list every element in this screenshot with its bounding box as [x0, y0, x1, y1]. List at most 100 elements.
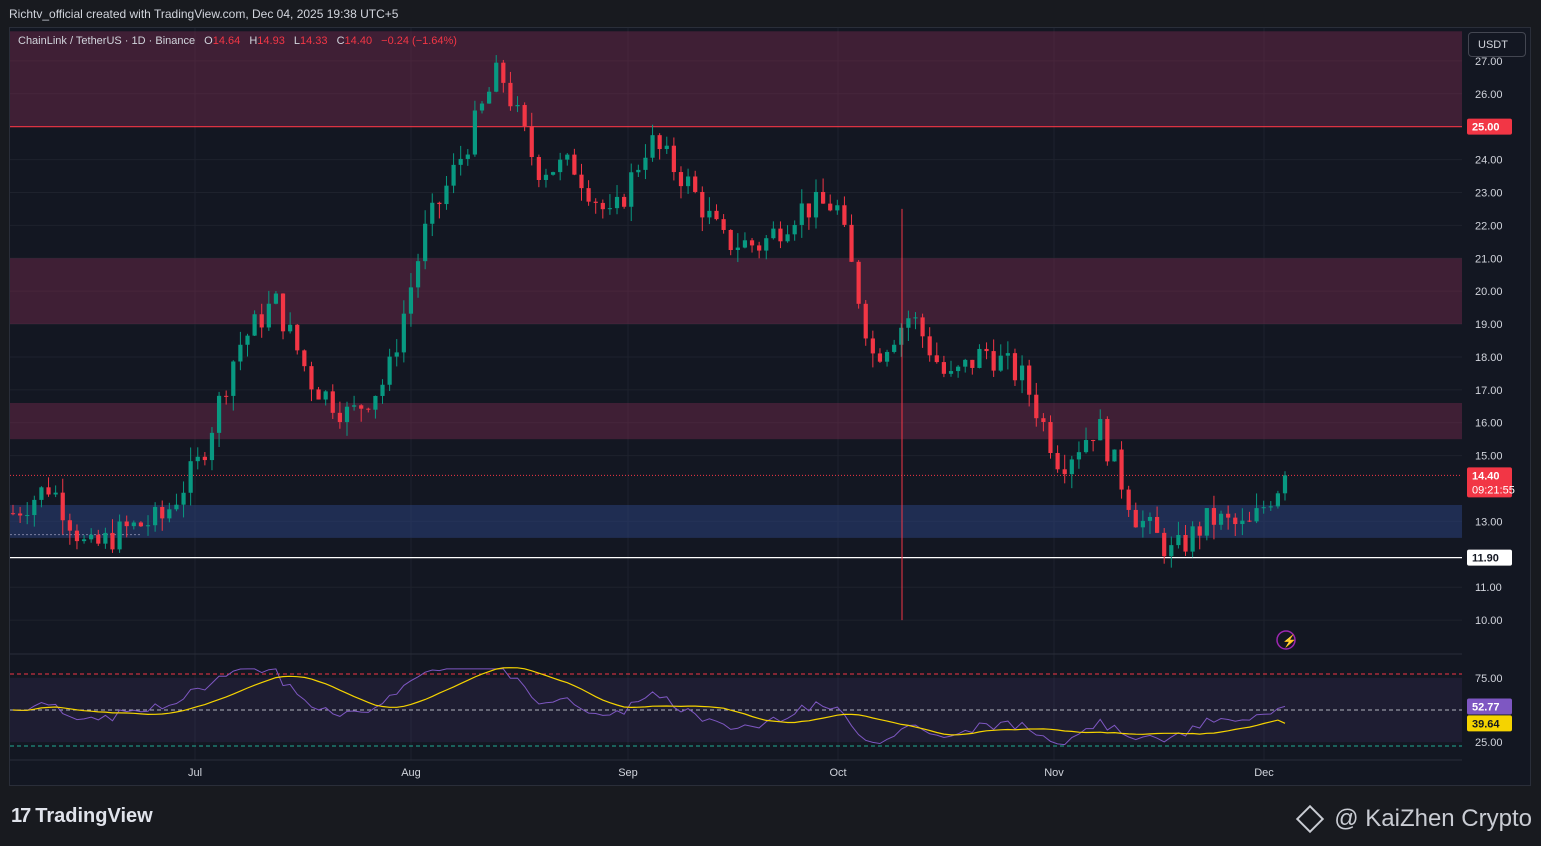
candle-body [74, 530, 80, 542]
candle-body [693, 176, 698, 192]
candle-body [81, 539, 87, 542]
candle-body [231, 361, 236, 396]
candle-body [131, 522, 136, 527]
candle-body [757, 245, 762, 251]
candle-body [472, 110, 477, 155]
candle-body [380, 384, 385, 396]
candle-body [749, 240, 755, 246]
candle-body [330, 391, 335, 413]
candle-body [1233, 517, 1238, 525]
candle-body [430, 202, 435, 224]
resistance-zone [10, 31, 1462, 127]
candle-body [877, 353, 883, 362]
candle-body [10, 513, 16, 515]
candle-body [1218, 513, 1224, 525]
binance-icon [1296, 804, 1325, 834]
candle-body [415, 261, 421, 288]
candle-body [927, 336, 932, 356]
candle-body [607, 208, 613, 210]
candle-body [195, 456, 200, 462]
candle-body [714, 210, 719, 220]
brand-name: TradingView [35, 805, 153, 827]
candle-body [259, 314, 264, 328]
candle-body [174, 504, 179, 510]
price-tick-label: 11.00 [1475, 582, 1502, 594]
candle-body [785, 234, 790, 242]
candle-body [96, 534, 101, 544]
candle-body [586, 188, 591, 202]
candle-body [650, 135, 655, 158]
candle-body [117, 521, 122, 550]
close-label: C [336, 35, 345, 47]
candle-body [1211, 508, 1217, 525]
candle-body [565, 154, 570, 160]
price-tick-label: 23.00 [1475, 187, 1503, 199]
price-tick-label: 20.00 [1475, 286, 1503, 298]
candle-body [437, 202, 442, 205]
candle-body [1154, 516, 1160, 533]
time-tick-label: Nov [1044, 767, 1064, 779]
candle-body [970, 359, 975, 368]
candle-body [1147, 516, 1153, 521]
rsi-tick-label: 25.00 [1475, 737, 1503, 749]
candle-body [884, 351, 890, 362]
candle-body [892, 344, 897, 352]
candle-body [778, 228, 783, 242]
candle-body [1183, 534, 1188, 552]
tradingview-logo-icon: 17 [11, 805, 31, 827]
currency-unit-button[interactable]: USDT [1468, 32, 1526, 57]
candle-body [956, 366, 961, 372]
candle-body [685, 176, 691, 187]
symbol-legend: ChainLink / TetherUS · 1D · Binance O14.… [18, 35, 457, 47]
resistance-zone [10, 403, 1462, 440]
time-tick-label: Jul [188, 767, 202, 779]
candle-body [622, 196, 627, 207]
candle-body [25, 515, 30, 517]
price-tick-label: 18.00 [1475, 352, 1503, 364]
candle-body [224, 395, 229, 397]
high-value: 14.93 [257, 35, 285, 47]
symbol-name: ChainLink / TetherUS · 1D · Binance [18, 35, 196, 47]
candle-body [600, 202, 605, 210]
candle-body [728, 229, 733, 251]
candle-body [451, 164, 456, 186]
candle-body [508, 82, 513, 107]
candle-body [245, 335, 250, 345]
candle-body [309, 366, 314, 390]
lightning-icon: ⚡ [1282, 634, 1297, 648]
candle-body [764, 238, 769, 251]
price-tick-label: 10.00 [1475, 615, 1503, 627]
candle-body [636, 169, 641, 173]
candle-body [394, 352, 399, 357]
candle-body [160, 506, 165, 519]
candle-body [1254, 508, 1259, 522]
candle-body [522, 105, 527, 127]
candle-body [941, 362, 947, 374]
rsi-pane: 75.00 25.00 52.77 39.64 [10, 653, 1512, 749]
chart-frame [9, 27, 1531, 786]
candle-body [181, 492, 186, 505]
tradingview-logo[interactable]: 17 TradingView [11, 805, 153, 828]
candle-body [572, 154, 577, 175]
candle-body [288, 324, 293, 332]
countdown-label: 09:21:55 [1472, 484, 1515, 496]
candle-body [870, 338, 875, 354]
candle-body [1176, 534, 1181, 546]
candle-body [664, 145, 669, 150]
candle-body [1112, 449, 1117, 462]
candle-body [280, 293, 286, 332]
candle-body [1190, 526, 1195, 552]
candle-body [32, 499, 37, 516]
candle-body [1076, 452, 1082, 460]
rsi-ma-value-label: 39.64 [1472, 718, 1500, 730]
candle-body [266, 303, 271, 328]
candle-body [799, 203, 804, 225]
high-label: H [249, 35, 258, 47]
candle-body [842, 205, 847, 225]
candle-body [700, 191, 705, 218]
candle-body [46, 487, 51, 495]
candle-body [742, 240, 748, 248]
candle-body [337, 412, 342, 423]
candle-body [913, 317, 918, 319]
